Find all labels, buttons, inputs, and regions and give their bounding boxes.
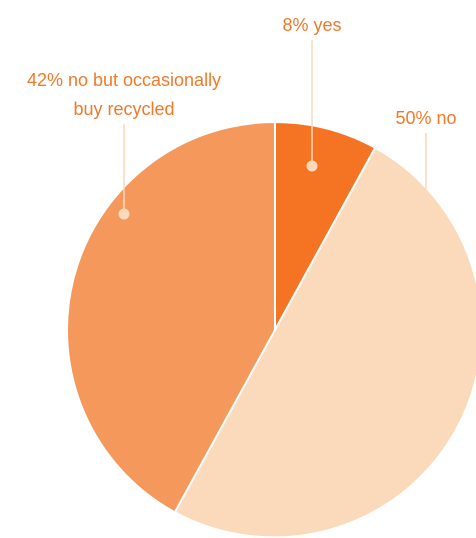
slice-label-yes: 8% yes bbox=[282, 15, 341, 35]
leader-no-dot bbox=[420, 251, 432, 263]
slice-label-no: 50% no bbox=[395, 108, 456, 128]
leader-occasionally-dot bbox=[118, 208, 130, 220]
leader-yes-dot bbox=[306, 160, 318, 172]
pie-slice-1 bbox=[173, 146, 476, 538]
pie-slice-0 bbox=[274, 120, 377, 331]
slice-label-occasionally-line-2: buy recycled bbox=[73, 99, 174, 119]
pie-slice-2 bbox=[66, 120, 276, 514]
pie-leaders bbox=[118, 40, 432, 263]
pie-slices bbox=[66, 120, 476, 538]
slice-label-occasionally-line-1: 42% no but occasionally bbox=[27, 70, 221, 90]
